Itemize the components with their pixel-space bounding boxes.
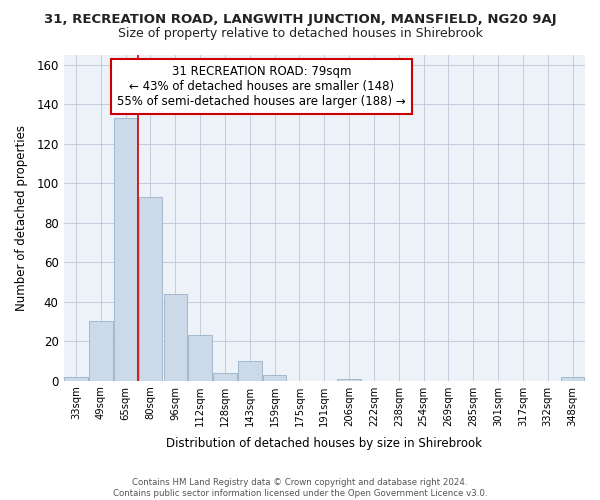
Bar bbox=[561, 376, 584, 380]
Text: Size of property relative to detached houses in Shirebrook: Size of property relative to detached ho… bbox=[118, 28, 482, 40]
Y-axis label: Number of detached properties: Number of detached properties bbox=[15, 125, 28, 311]
Bar bbox=[139, 197, 162, 380]
Bar bbox=[64, 376, 88, 380]
Bar bbox=[114, 118, 137, 380]
Bar bbox=[337, 378, 361, 380]
Bar bbox=[263, 374, 286, 380]
Text: Contains HM Land Registry data © Crown copyright and database right 2024.
Contai: Contains HM Land Registry data © Crown c… bbox=[113, 478, 487, 498]
Text: 31 RECREATION ROAD: 79sqm
← 43% of detached houses are smaller (148)
55% of semi: 31 RECREATION ROAD: 79sqm ← 43% of detac… bbox=[118, 65, 406, 108]
Bar bbox=[213, 373, 237, 380]
Bar bbox=[89, 322, 113, 380]
Bar bbox=[164, 294, 187, 380]
Bar bbox=[188, 336, 212, 380]
Bar bbox=[238, 361, 262, 380]
Text: 31, RECREATION ROAD, LANGWITH JUNCTION, MANSFIELD, NG20 9AJ: 31, RECREATION ROAD, LANGWITH JUNCTION, … bbox=[44, 12, 556, 26]
X-axis label: Distribution of detached houses by size in Shirebrook: Distribution of detached houses by size … bbox=[166, 437, 482, 450]
